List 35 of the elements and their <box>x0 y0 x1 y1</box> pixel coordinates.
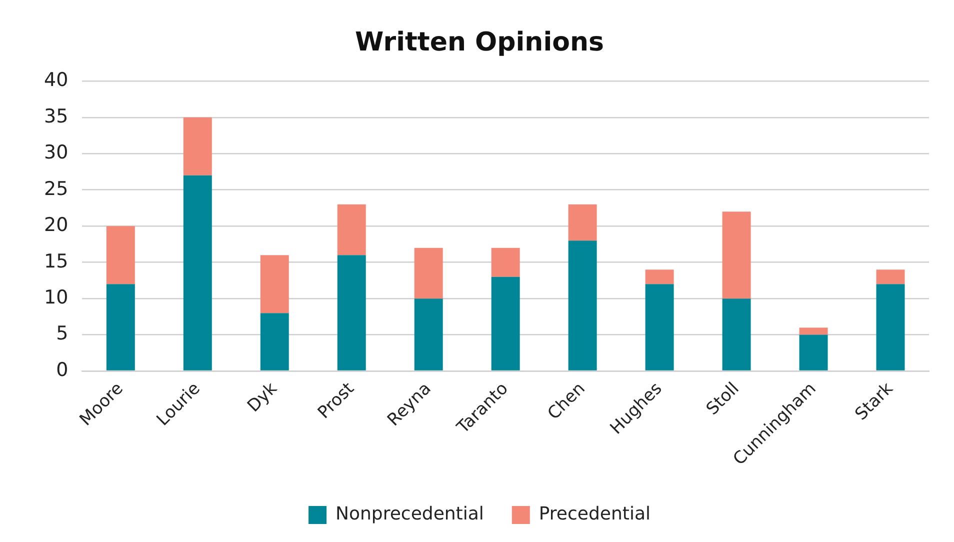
bar <box>722 212 751 299</box>
bar <box>799 334 828 370</box>
bar <box>414 248 443 299</box>
y-tick-label: 35 <box>44 105 68 128</box>
bar <box>183 175 212 370</box>
y-tick-label: 10 <box>44 286 68 309</box>
bar <box>645 284 674 370</box>
bar <box>414 298 443 370</box>
y-tick-label: 40 <box>44 69 68 92</box>
bar <box>337 204 366 256</box>
y-tick-label: 25 <box>44 178 68 200</box>
bar <box>645 270 674 284</box>
y-tick-label: 0 <box>56 358 68 381</box>
y-tick-label: 5 <box>56 322 68 345</box>
bar <box>568 204 597 241</box>
x-tick-label: Dyk <box>244 378 282 416</box>
chart-title: Written Opinions <box>355 27 604 58</box>
legend-label: Nonprecedential <box>336 504 484 525</box>
bar <box>106 284 135 370</box>
y-tick-label: 20 <box>44 214 68 236</box>
y-tick-label: 30 <box>44 142 68 164</box>
y-tick-label: 15 <box>44 250 68 272</box>
bar <box>337 255 366 370</box>
bar <box>876 284 905 370</box>
bar <box>491 248 520 277</box>
bar <box>260 255 289 314</box>
bar <box>260 313 289 370</box>
bar <box>491 276 520 370</box>
bar <box>106 226 135 284</box>
bar <box>183 117 212 176</box>
bar <box>722 298 751 370</box>
legend-label: Precedential <box>538 504 650 525</box>
bar <box>876 270 905 284</box>
bar <box>568 240 597 370</box>
bar <box>799 328 828 335</box>
